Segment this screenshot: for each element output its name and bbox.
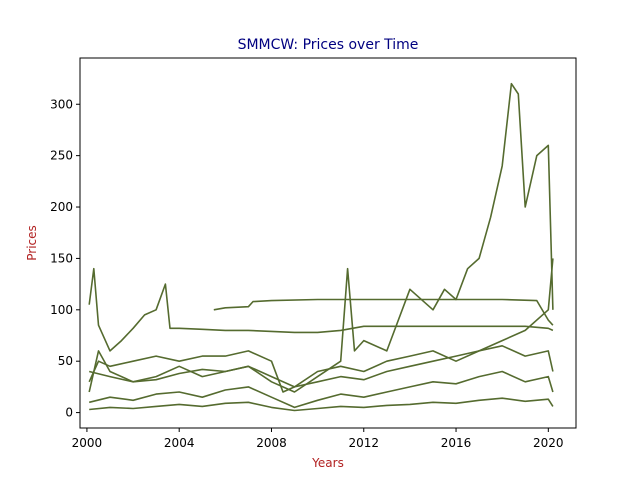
x-tick-label: 2008 bbox=[256, 436, 287, 450]
chart-title: SMMCW: Prices over Time bbox=[238, 37, 419, 53]
series-line-6 bbox=[89, 344, 554, 388]
plot-area-frame bbox=[79, 57, 577, 429]
y-axis-label: Prices bbox=[25, 225, 39, 261]
y-tick-label: 0 bbox=[65, 406, 73, 420]
y-tick-label: 200 bbox=[50, 200, 73, 214]
x-axis-label: Years bbox=[311, 456, 344, 470]
y-axis: 0 50 100 150 200 250 300 bbox=[50, 97, 80, 420]
y-tick-label: 150 bbox=[50, 251, 73, 265]
x-tick-label: 2012 bbox=[348, 436, 379, 450]
series-line-5 bbox=[89, 397, 554, 412]
series-line-2 bbox=[88, 82, 554, 393]
y-tick-label: 300 bbox=[50, 97, 73, 111]
x-axis: 2000 2004 2008 2012 2016 2020 bbox=[72, 428, 564, 450]
plot-lines bbox=[88, 82, 554, 412]
series-line-3 bbox=[88, 258, 554, 393]
series-line-1 bbox=[213, 298, 554, 326]
x-tick-label: 2000 bbox=[72, 436, 103, 450]
x-tick-label: 2004 bbox=[164, 436, 195, 450]
series-line-0 bbox=[88, 267, 554, 352]
y-tick-label: 100 bbox=[50, 303, 73, 317]
series-line-4 bbox=[89, 370, 554, 409]
x-tick-label: 2020 bbox=[533, 436, 564, 450]
x-tick-label: 2016 bbox=[441, 436, 472, 450]
y-tick-label: 50 bbox=[58, 354, 73, 368]
y-tick-label: 250 bbox=[50, 149, 73, 163]
